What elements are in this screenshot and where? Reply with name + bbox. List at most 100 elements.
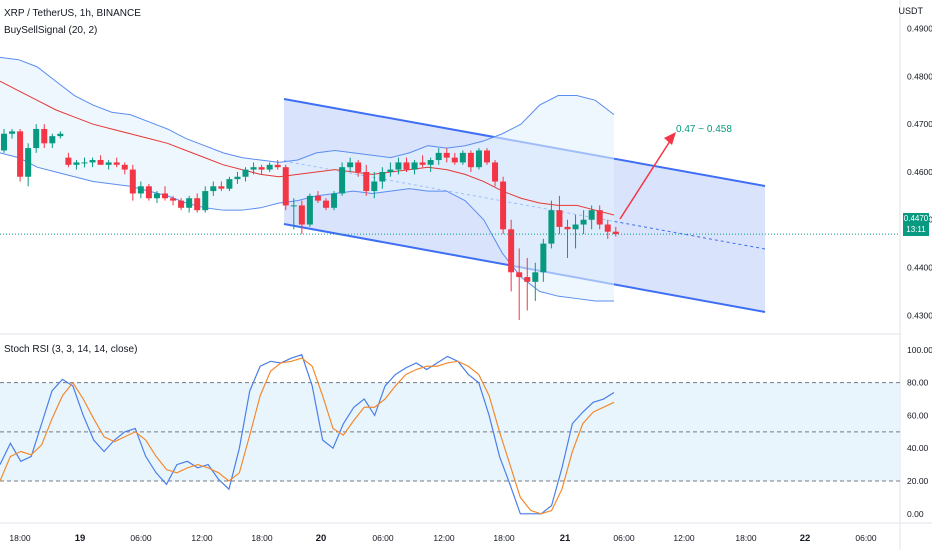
candle [73, 162, 80, 165]
candle [306, 195, 313, 225]
time-tick-label: 12:00 [191, 533, 213, 543]
time-tick-label: 22 [800, 533, 811, 544]
candle [564, 226, 571, 230]
rsi-panel-title: Stoch RSI (3, 3, 14, 14, close) [4, 344, 138, 355]
time-tick-label: 18:00 [9, 533, 31, 543]
candle [588, 210, 595, 220]
candle [540, 243, 547, 273]
candle [242, 169, 249, 177]
candle [395, 162, 402, 170]
price-tick-label: 0.4300 [907, 310, 932, 320]
candle [387, 169, 394, 172]
candle [274, 164, 281, 168]
candle [443, 152, 450, 158]
candle [9, 131, 16, 134]
candle [113, 162, 120, 165]
bollinger-upper-line [0, 56, 615, 163]
candle [355, 162, 362, 172]
candle [403, 162, 410, 170]
time-tick-label: 19 [75, 533, 86, 544]
time-tick-label: 20 [316, 533, 327, 544]
time-tick-label: 18:00 [251, 533, 273, 543]
candle [57, 133, 64, 137]
candle [524, 277, 531, 282]
rsi-tick-label: 20.00 [907, 476, 929, 486]
indicator-label: BuySellSignal (20, 2) [4, 25, 98, 36]
candle [596, 210, 603, 225]
candle [178, 200, 185, 208]
price-tick-label: 0.4900 [907, 24, 932, 34]
candle [500, 181, 507, 230]
candle [41, 128, 48, 144]
candle [484, 150, 490, 163]
projection-arrow [619, 137, 673, 220]
price-tick-label: 0.4600 [907, 167, 932, 177]
target-label: 0.47 ~ 0.458 [676, 124, 732, 135]
candle [226, 179, 233, 189]
candle [475, 150, 482, 168]
time-tick-label: 06:00 [855, 533, 877, 543]
candle [81, 162, 88, 164]
candle [258, 167, 265, 170]
time-tick-label: 18:00 [735, 533, 757, 543]
candle [427, 160, 434, 165]
candle [290, 205, 297, 207]
time-tick-label: 06:00 [130, 533, 152, 543]
candle [33, 128, 40, 149]
rsi-tick-label: 80.00 [907, 378, 929, 388]
time-tick-label: 12:00 [673, 533, 695, 543]
candle [419, 162, 426, 165]
candle [492, 162, 499, 182]
candle [218, 186, 225, 189]
candle [65, 157, 72, 165]
candle [379, 171, 386, 182]
bollinger-band-fill [0, 57, 614, 301]
price-tick-label: 0.4400 [907, 263, 932, 273]
time-tick-label: 06:00 [372, 533, 394, 543]
projection-arrowhead [664, 132, 676, 145]
candle [298, 205, 305, 225]
time-tick-label: 06:00 [613, 533, 635, 543]
candle [186, 198, 193, 208]
candle [508, 229, 515, 273]
stoch-d-line [0, 357, 615, 515]
candle [1, 133, 7, 151]
last-price: 0.4470 [903, 214, 929, 223]
time-tick-label: 18:00 [493, 533, 515, 543]
price-tick-label: 0.4800 [907, 71, 932, 81]
candle [331, 193, 338, 208]
candle [604, 224, 611, 232]
candle [282, 167, 289, 206]
bar-countdown: 13:11 [906, 225, 926, 234]
candle [371, 181, 378, 192]
candle [323, 200, 329, 208]
candle [121, 164, 128, 170]
candle [17, 131, 24, 177]
candle [339, 167, 346, 194]
rsi-tick-label: 0.00 [907, 509, 924, 519]
candle [49, 136, 56, 144]
candle [162, 193, 168, 199]
price-tick-label: 0.4700 [907, 119, 932, 129]
candle [363, 171, 370, 192]
candle [612, 231, 619, 235]
symbol-title: XRP / TetherUS, 1h, BINANCE [4, 8, 141, 19]
candle [89, 160, 96, 163]
candle [105, 162, 112, 165]
candle [234, 176, 241, 180]
candle [459, 152, 466, 163]
rsi-tick-label: 100.00 [907, 345, 932, 355]
candle [25, 148, 32, 177]
rsi-tick-label: 40.00 [907, 443, 929, 453]
rsi-tick-label: 60.00 [907, 410, 929, 420]
candle [250, 167, 257, 170]
candle [347, 162, 354, 168]
candle [145, 186, 152, 199]
candle [210, 186, 217, 192]
candle [556, 210, 563, 227]
currency-label: USDT [898, 6, 924, 16]
bollinger-basis-line [0, 80, 615, 216]
candle [314, 195, 321, 201]
candle [153, 193, 160, 199]
